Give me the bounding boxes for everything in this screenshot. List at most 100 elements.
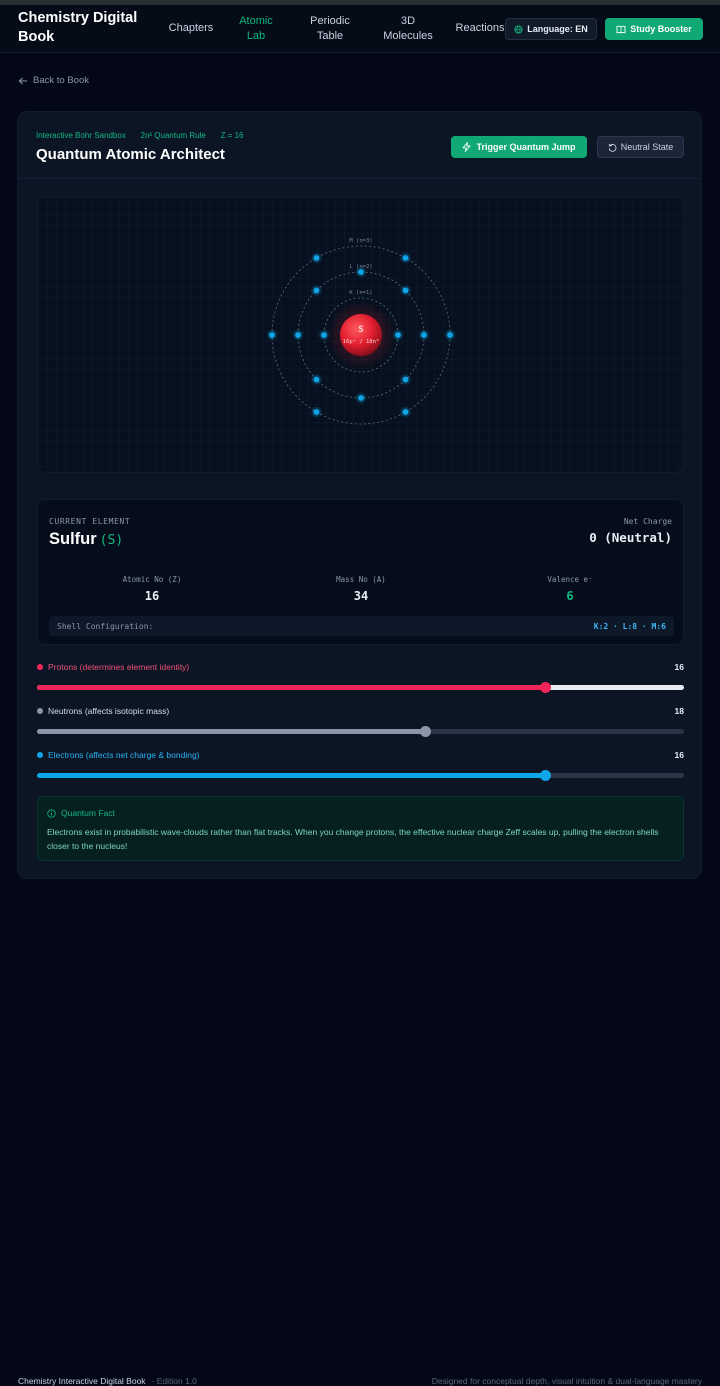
reset-icon (608, 143, 617, 152)
electron[interactable] (447, 332, 453, 338)
brand-title[interactable]: Chemistry Digital Book (18, 10, 138, 45)
protons-value: 16 (674, 662, 684, 672)
protons-slider-label: Protons (determines element identity) (37, 662, 189, 672)
protons-dot-icon (37, 664, 43, 670)
study-booster-button[interactable]: Study Booster (605, 18, 703, 40)
atomic-number-label: Atomic No (Z) (122, 575, 182, 584)
neutrons-slider-thumb[interactable] (420, 726, 432, 737)
electron[interactable] (358, 269, 364, 275)
neutrons-label-text: Neutrons (affects isotopic mass) (48, 706, 170, 716)
neutral-state-button[interactable]: Neutral State (597, 136, 684, 158)
electron[interactable] (269, 332, 275, 338)
shell-configuration-value: K:2 · L:8 · M:6 (593, 621, 666, 631)
electron[interactable] (313, 376, 320, 383)
nav-periodic-table[interactable]: Periodic Table (310, 15, 350, 42)
electron[interactable] (313, 409, 320, 415)
info-icon (47, 808, 56, 818)
electron[interactable] (402, 376, 409, 383)
nav-atomic-lab[interactable]: Atomic Lab (239, 15, 273, 42)
electrons-slider-row: Electrons (affects net charge & bonding)… (37, 749, 684, 781)
top-navigation: Chemistry Digital Book Chapters Atomic L… (0, 5, 720, 53)
bohr-model-stage[interactable]: K (n=1)L (n=2)M (n=3) S 16p⁺ / 18n⁰ (37, 196, 684, 473)
electron[interactable] (402, 255, 409, 261)
protons-slider-thumb[interactable] (539, 682, 551, 693)
neutral-state-label: Neutral State (620, 142, 674, 152)
electrons-value: 16 (674, 750, 684, 760)
electrons-slider-thumb[interactable] (539, 770, 551, 781)
footer-tagline: Designed for conceptual depth, visual in… (431, 1376, 702, 1386)
mass-number-value: 34 (353, 589, 369, 603)
neutrons-slider-row: Neutrons (affects isotopic mass) 18 (37, 705, 684, 737)
electron[interactable] (395, 332, 401, 338)
neutrons-slider-label: Neutrons (affects isotopic mass) (37, 706, 169, 716)
element-symbol: (S) (99, 533, 124, 548)
arrow-left-icon (18, 77, 27, 84)
net-charge-value: 0 (Neutral) (589, 530, 672, 545)
element-name-row: Sulfur (S) (49, 530, 123, 549)
electrons-slider-fill (37, 773, 545, 778)
breadcrumb-item: 2n² Quantum Rule (140, 131, 206, 140)
electron[interactable] (402, 409, 409, 415)
neutrons-slider-fill (37, 729, 426, 734)
breadcrumb-item: Z = 16 (220, 131, 244, 140)
electron[interactable] (402, 287, 409, 294)
current-element-label: CURRENT ELEMENT (49, 517, 131, 526)
bohr-atom-diagram: K (n=1)L (n=2)M (n=3) S 16p⁺ / 18n⁰ (266, 238, 456, 425)
shell-label: K (n=1) (349, 290, 372, 296)
protons-slider-row: Protons (determines element identity) 16 (37, 661, 684, 693)
lightning-icon (463, 142, 471, 152)
nav-reactions[interactable]: Reactions (455, 22, 505, 34)
globe-icon (514, 24, 523, 34)
neutrons-dot-icon (37, 708, 43, 714)
electron[interactable] (313, 287, 320, 294)
protons-slider[interactable] (37, 682, 684, 693)
back-to-book-label: Back to Book (33, 75, 89, 86)
electrons-dot-icon (37, 752, 43, 758)
valence-label: Valence e⁻ (547, 575, 593, 584)
language-label: Language: EN (527, 24, 588, 34)
atomic-number-stat: Atomic No (Z) 16 (82, 575, 222, 603)
page-footer: Chemistry Interactive Digital Book · Edi… (0, 1374, 720, 1386)
study-booster-label: Study Booster (630, 24, 692, 34)
quantum-fact-text: Electrons exist in probabilistic wave-cl… (47, 827, 659, 851)
page-title: Quantum Atomic Architect (36, 146, 225, 163)
window-top-strip (0, 0, 720, 5)
shell-configuration-label: Shell Configuration: (57, 621, 154, 631)
nucleus[interactable] (340, 314, 382, 356)
atomic-architect-card: Interactive Bohr Sandbox · 2n² Quantum R… (17, 111, 702, 879)
back-to-book-link[interactable]: Back to Book (18, 75, 89, 86)
footer-edition: · Edition 1.0 (151, 1376, 197, 1386)
electrons-label-text: Electrons (affects net charge & bonding) (48, 750, 200, 760)
mass-number-label: Mass No (A) (336, 575, 386, 584)
nav-3d-molecules[interactable]: 3D Molecules (383, 15, 433, 42)
electron[interactable] (421, 332, 427, 338)
quantum-fact-title: Quantum Fact (61, 808, 115, 818)
breadcrumb-separator: · (211, 131, 215, 140)
shell-label: M (n=3) (349, 238, 372, 244)
footer-title: Chemistry Interactive Digital Book (18, 1376, 146, 1386)
shell-configuration-bar: Shell Configuration: K:2 · L:8 · M:6 (49, 616, 674, 636)
electrons-slider[interactable] (37, 770, 684, 781)
electron[interactable] (313, 255, 320, 261)
electron[interactable] (321, 332, 327, 338)
electron[interactable] (358, 395, 364, 401)
net-charge-label: Net Charge (623, 517, 672, 526)
element-info-panel: CURRENT ELEMENT Sulfur (S) Net Charge 0 (… (37, 499, 684, 645)
protons-label-text: Protons (determines element identity) (48, 662, 190, 672)
neutrons-slider[interactable] (37, 726, 684, 737)
neutrons-value: 18 (674, 706, 684, 716)
valence-stat: Valence e⁻ 6 (500, 575, 640, 603)
nucleus-symbol: S (358, 325, 363, 335)
book-icon (616, 25, 626, 34)
protons-slider-fill (37, 685, 545, 690)
electron[interactable] (295, 332, 301, 338)
valence-value: 6 (566, 589, 574, 603)
electrons-slider-label: Electrons (affects net charge & bonding) (37, 750, 200, 760)
nav-chapters[interactable]: Chapters (168, 22, 214, 34)
nucleus-composition: 16p⁺ / 18n⁰ (343, 338, 379, 345)
quantum-fact-box: Quantum Fact Electrons exist in probabil… (37, 796, 684, 861)
atomic-number-value: 16 (144, 589, 160, 603)
element-name: Sulfur (49, 530, 97, 548)
trigger-quantum-jump-button[interactable]: Trigger Quantum Jump (451, 136, 587, 158)
language-button[interactable]: Language: EN (505, 18, 597, 40)
